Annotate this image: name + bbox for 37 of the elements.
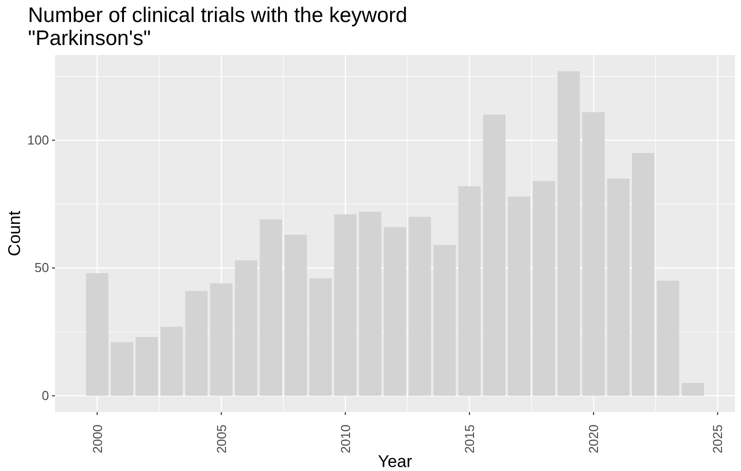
bar (656, 280, 680, 396)
bar (682, 382, 704, 396)
bar (359, 212, 382, 396)
bar (210, 283, 232, 396)
x-tick-label: 2025 (710, 424, 726, 454)
bar (532, 181, 556, 396)
chart-title: Number of clinical trials with the keyword "Parkinson's" (28, 4, 408, 50)
y-tick-label: 0 (42, 388, 49, 403)
bar (408, 216, 431, 396)
bar (136, 336, 158, 396)
bar (433, 245, 456, 396)
x-tick-label: 2020 (586, 424, 602, 454)
x-tick-label: 2015 (462, 424, 478, 454)
bar (582, 112, 605, 396)
bar (384, 227, 406, 396)
y-tick-label: 100 (27, 132, 49, 148)
bar (458, 186, 481, 396)
bar (160, 326, 183, 396)
bar (309, 278, 332, 396)
bar (185, 291, 208, 396)
bar (483, 114, 506, 396)
bar (86, 273, 108, 396)
bar (334, 214, 357, 396)
y-tick-label: 50 (34, 260, 49, 276)
x-tick-label: 2005 (214, 424, 229, 454)
bar (558, 71, 580, 396)
bar (234, 260, 258, 396)
bar (110, 342, 134, 396)
bar (260, 219, 282, 396)
y-axis-title: Count (5, 210, 24, 256)
bar (508, 196, 530, 396)
x-tick-label: 2010 (338, 424, 353, 454)
bar (284, 234, 307, 396)
x-tick-label: 2000 (90, 424, 105, 454)
bar (632, 153, 654, 396)
x-axis-title: Year (378, 452, 413, 471)
bar (607, 178, 630, 396)
